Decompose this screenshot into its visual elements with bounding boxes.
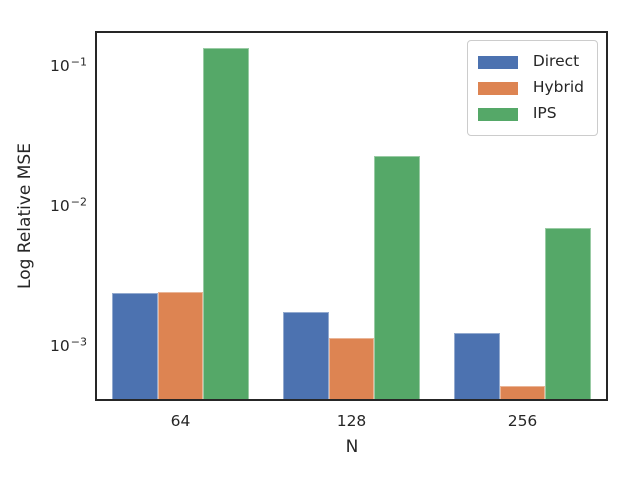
bar-direct-128: [283, 311, 329, 401]
y-tick-exponent: −3: [70, 335, 87, 349]
legend-item-direct: Direct: [477, 49, 584, 75]
bar-ips-128: [374, 155, 420, 401]
bar-direct-64: [112, 293, 158, 401]
bar-hybrid-128: [328, 337, 375, 401]
legend-label: Hybrid: [532, 78, 584, 97]
bar-hybrid-256: [499, 385, 546, 401]
y-tick-label: 10−2: [0, 194, 87, 214]
x-axis-label: N: [345, 437, 359, 457]
y-tick-label: 10−1: [0, 54, 87, 74]
bar-ips-64: [203, 48, 249, 401]
y-tick-exponent: −1: [70, 55, 87, 69]
legend-item-ips: IPS: [477, 101, 584, 127]
legend-label: IPS: [532, 104, 557, 123]
y-tick-label: 10−3: [0, 334, 87, 354]
legend-item-hybrid: Hybrid: [477, 75, 584, 101]
legend-swatch-hybrid: [477, 81, 518, 95]
x-tick-label-128: 128: [336, 412, 367, 430]
bar-direct-256: [454, 332, 500, 401]
legend-swatch-direct: [477, 55, 518, 69]
legend-label: Direct: [532, 52, 580, 71]
bar-ips-256: [545, 228, 591, 401]
bar-hybrid-64: [157, 291, 204, 401]
y-axis-label: Log Relative MSE: [15, 143, 35, 289]
x-tick-label-256: 256: [507, 412, 538, 430]
legend-swatch-ips: [477, 107, 518, 121]
plot-area: Direct Hybrid IPS: [95, 31, 608, 401]
y-tick-base: 10: [50, 336, 70, 355]
y-tick-base: 10: [50, 196, 70, 215]
x-tick-label-64: 64: [170, 412, 191, 430]
y-tick-exponent: −2: [70, 195, 87, 209]
y-tick-base: 10: [50, 56, 70, 75]
legend: Direct Hybrid IPS: [466, 40, 598, 136]
